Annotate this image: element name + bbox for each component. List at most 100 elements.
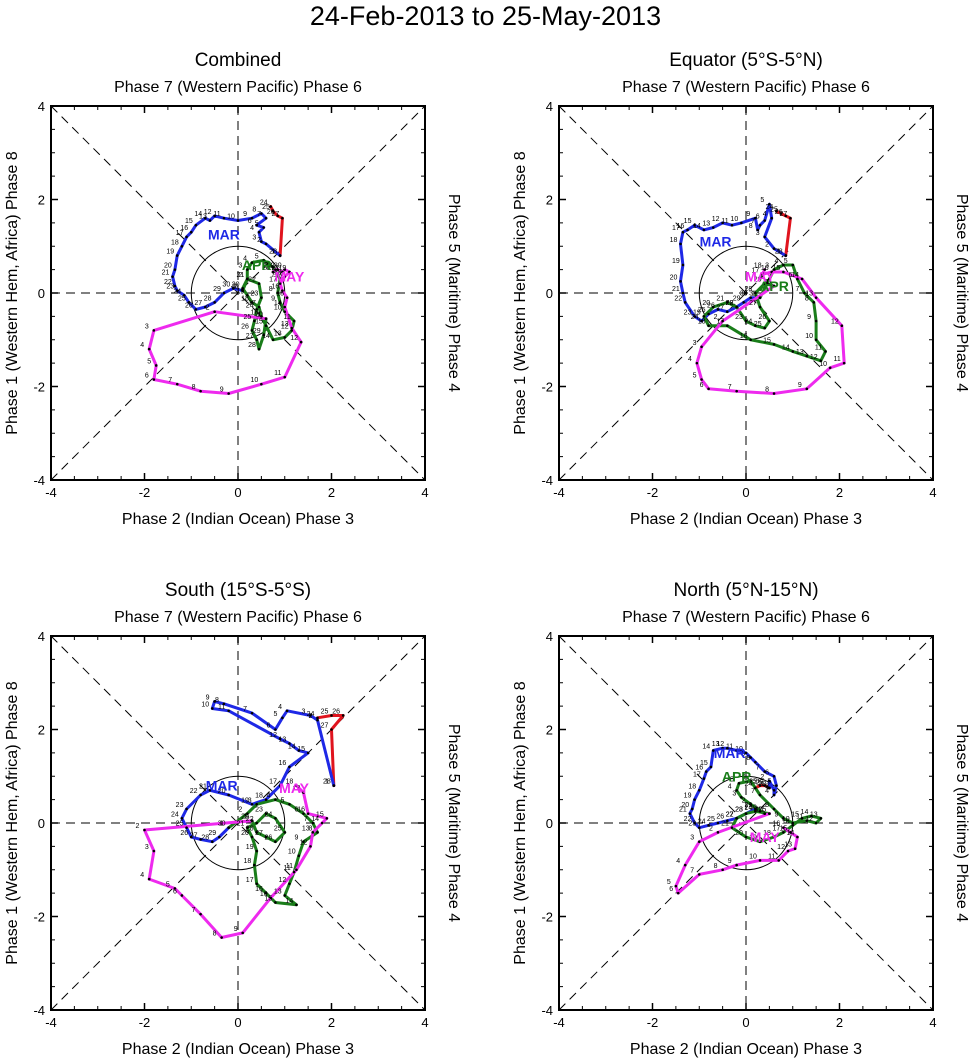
day-point: [189, 230, 193, 234]
day-label: 18: [171, 239, 179, 246]
day-label: 11: [726, 744, 733, 751]
day-point: [770, 216, 774, 220]
top-axis-label: Phase 7 (Western Pacific) Phase 6: [114, 79, 362, 96]
day-label: 1: [325, 779, 329, 786]
day-point: [306, 812, 310, 815]
day-point: [702, 777, 706, 780]
x-tick-label: -2: [647, 485, 659, 500]
x-tick-label: 0: [742, 1015, 749, 1030]
day-point: [721, 319, 724, 323]
day-point: [246, 268, 249, 271]
day-point: [180, 817, 184, 820]
day-point: [309, 714, 312, 717]
day-point: [182, 294, 186, 297]
day-label: 11: [283, 314, 290, 321]
day-label: 28: [248, 342, 256, 349]
day-label: 12: [716, 741, 724, 748]
panel-title: Combined: [195, 50, 282, 71]
day-point: [288, 803, 291, 806]
day-label: 25: [274, 825, 282, 832]
day-point: [707, 312, 710, 316]
day-label: 17: [751, 267, 759, 274]
day-label: 28: [775, 249, 783, 256]
day-label: 7: [751, 218, 755, 225]
day-point: [250, 261, 254, 264]
x-tick-label: 4: [929, 1015, 936, 1030]
day-point: [726, 746, 729, 750]
day-label: 13: [199, 214, 207, 221]
day-point: [330, 728, 333, 731]
day-label: 17: [773, 825, 781, 832]
day-label: 1: [777, 249, 781, 256]
day-point: [770, 270, 774, 274]
day-label: 21: [236, 272, 244, 279]
day-label: 16: [695, 765, 703, 772]
day-label: 21: [716, 295, 724, 302]
day-label: 22: [726, 811, 734, 818]
day-point: [281, 716, 284, 720]
day-label: 14: [274, 300, 282, 307]
x-tick-label: -4: [45, 1015, 57, 1030]
day-label: 19: [246, 844, 254, 851]
day-point: [791, 350, 795, 353]
day-point: [194, 308, 198, 311]
day-label: 15: [791, 811, 799, 818]
trajectory-mar: [180, 700, 336, 844]
day-label: 5: [760, 197, 764, 204]
day-point: [306, 751, 310, 755]
day-label: 10: [735, 746, 743, 753]
day-point: [805, 387, 809, 391]
day-point: [283, 268, 287, 271]
day-label: 27: [321, 723, 329, 730]
day-point: [726, 301, 729, 304]
day-label: 28: [246, 825, 254, 832]
day-point: [281, 270, 284, 274]
day-label: 17: [716, 319, 724, 326]
day-label: 21: [672, 286, 680, 293]
day-label: 11: [815, 344, 822, 351]
day-point: [749, 779, 752, 783]
day-label: 27: [716, 305, 724, 312]
day-point: [187, 301, 191, 304]
day-point: [283, 305, 287, 309]
day-label: 18: [241, 295, 249, 302]
day-point: [740, 221, 743, 225]
day-point: [840, 324, 844, 328]
day-point: [199, 389, 202, 393]
day-label: 3: [732, 790, 736, 797]
day-point: [681, 230, 685, 234]
day-point: [749, 338, 752, 342]
x-tick-label: 4: [421, 485, 428, 500]
day-label: 27: [272, 211, 280, 218]
day-point: [782, 831, 785, 834]
day-label: 24: [744, 781, 752, 788]
day-point: [796, 835, 799, 839]
day-label: 3: [145, 323, 149, 330]
panel-south: South (15°S-5°S) Phase 7 (Western Pacific…: [4, 580, 462, 1058]
y-tick-label: -4: [541, 1003, 553, 1018]
left-axis-label: Phase 1 (Western Hem, Africa) Phase 8: [512, 151, 529, 434]
day-point: [260, 212, 263, 215]
day-point: [285, 296, 289, 299]
day-point: [143, 828, 146, 832]
y-tick-label: 2: [38, 723, 45, 738]
day-point: [693, 315, 696, 318]
day-point: [674, 884, 678, 888]
day-point: [768, 202, 771, 206]
day-label: 13: [279, 737, 287, 744]
day-label: 25: [178, 295, 186, 302]
day-point: [154, 364, 158, 367]
day-point: [246, 826, 249, 829]
day-point: [213, 214, 216, 218]
day-label: 24: [265, 811, 273, 818]
day-point: [257, 347, 261, 351]
day-label: 6: [266, 723, 270, 730]
day-label: 27: [726, 811, 734, 818]
day-point: [222, 216, 226, 220]
day-label: 15: [316, 811, 324, 818]
day-point: [679, 242, 682, 246]
day-label: 6: [788, 272, 792, 279]
day-label: 26: [241, 323, 249, 330]
day-label: 15: [773, 265, 781, 272]
